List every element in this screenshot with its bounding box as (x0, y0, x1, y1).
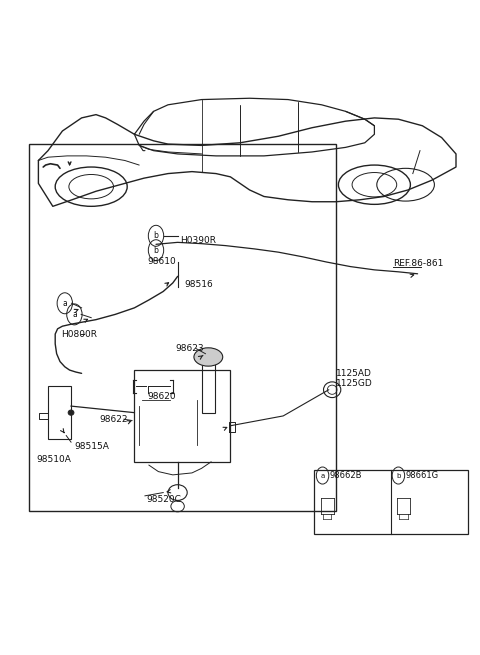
Bar (29, 144, 336, 511)
Bar (134, 370, 230, 462)
Text: 98510A: 98510A (36, 455, 72, 464)
Text: H0390R: H0390R (180, 236, 216, 245)
Text: a: a (321, 472, 324, 479)
Text: b: b (154, 231, 158, 240)
Text: b: b (154, 246, 158, 255)
Bar (48, 386, 71, 439)
Ellipse shape (68, 410, 74, 415)
Text: 98623: 98623 (175, 344, 204, 353)
Text: a: a (72, 310, 77, 319)
Text: 98515A: 98515A (74, 442, 109, 451)
Text: a: a (62, 299, 67, 308)
Ellipse shape (194, 348, 223, 366)
Text: 98610: 98610 (148, 257, 177, 267)
Text: 98661G: 98661G (406, 471, 439, 480)
Text: 98622: 98622 (99, 415, 128, 424)
Text: 1125AD: 1125AD (336, 369, 372, 378)
Text: 1125GD: 1125GD (336, 379, 373, 388)
Text: REF.86-861: REF.86-861 (394, 259, 444, 269)
Bar (202, 360, 215, 413)
Text: 98662B: 98662B (330, 471, 362, 480)
Text: 98520C: 98520C (146, 495, 181, 504)
Text: 98516: 98516 (185, 280, 214, 290)
Text: 98620: 98620 (148, 392, 177, 401)
Text: b: b (396, 472, 401, 479)
Bar (314, 470, 468, 534)
Text: H0800R: H0800R (61, 329, 97, 339)
